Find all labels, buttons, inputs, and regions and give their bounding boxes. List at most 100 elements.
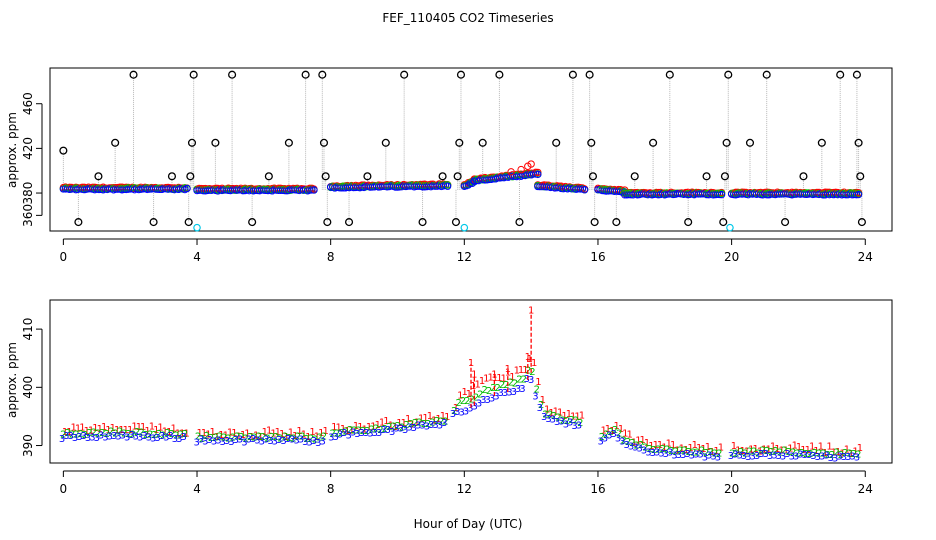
top-x-tick-label: 20 [724, 250, 739, 264]
bottom-series-3-point: 3 [806, 450, 812, 461]
bottom-series-2-point: 2 [390, 422, 396, 433]
bottom-series-1-point: 1 [670, 440, 676, 451]
bottom-series-3-point: 3 [693, 450, 699, 461]
bottom-series-2-point: 2 [529, 367, 535, 378]
bottom-series-1-point: 1 [418, 414, 424, 425]
top-red-point [527, 160, 535, 168]
bottom-series-2-point: 2 [634, 440, 640, 451]
bottom-series-1-point: 1 [735, 445, 741, 456]
bottom-series-3-point: 3 [220, 437, 226, 448]
bottom-series-3-point: 3 [841, 452, 847, 463]
bottom-series-2-point: 2 [286, 433, 292, 444]
bottom-series-1-point: 1 [609, 426, 615, 437]
bottom-series-1-point: 1 [705, 442, 711, 453]
top-baseline-point [529, 170, 538, 178]
bottom-series-3-point: 3 [493, 392, 499, 403]
top-black-point [588, 172, 598, 181]
top-black-point [111, 138, 120, 147]
bottom-series-2-point: 2 [308, 434, 314, 445]
bottom-series-3-point: 3 [415, 421, 421, 432]
bottom-series-2-point: 2 [508, 378, 514, 389]
bottom-series-3-point: 3 [641, 445, 647, 456]
bottom-series-1-point: 1 [383, 416, 389, 427]
bottom-series-3-point: 3 [280, 436, 286, 447]
bottom-series-2-point: 2 [516, 375, 522, 386]
bottom-series-2-point: 2 [312, 434, 318, 445]
top-black-point [817, 138, 826, 147]
bottom-series-3-point: 3 [471, 402, 477, 413]
bottom-series-1-point: 1 [322, 426, 328, 437]
top-black-point [363, 172, 372, 181]
top-black-point [836, 70, 845, 79]
bottom-series-3-point: 3 [558, 417, 564, 428]
bottom-series-1-point: 1 [349, 426, 355, 437]
bottom-series-1-point: 1 [453, 403, 459, 414]
bottom-series-1-point: 1 [296, 426, 302, 437]
bottom-series-1-point: 1 [483, 374, 489, 385]
bottom-series-1-point: 1 [622, 429, 628, 440]
bottom-series-3-point: 3 [293, 436, 299, 447]
bottom-series-3-point: 3 [272, 436, 278, 447]
bottom-series-2-point: 2 [542, 410, 548, 421]
bottom-series-1-point: 1 [175, 429, 181, 440]
bottom-series-3-point: 3 [758, 449, 764, 460]
bottom-series-3-point: 3 [732, 450, 738, 461]
bottom-series-2-point: 2 [347, 425, 353, 436]
bottom-series-3-point: 3 [424, 422, 430, 433]
top-black-point [344, 218, 354, 227]
bottom-series-1-point: 1 [818, 442, 824, 453]
bottom-series-2-point: 2 [616, 428, 622, 439]
top-x-tick-label: 0 [60, 250, 68, 264]
bottom-series-1-point: 1 [131, 422, 137, 433]
bottom-series-1-point: 1 [118, 425, 124, 436]
bottom-series-1-point: 1 [528, 306, 534, 317]
bottom-series-1-point: 1 [800, 445, 806, 456]
bottom-series-3-point: 3 [602, 433, 608, 444]
bottom-series-2-point: 2 [416, 418, 422, 429]
top-black-point [381, 138, 390, 147]
bottom-series-1-point: 1 [79, 423, 85, 434]
bottom-series-2-point: 2 [108, 427, 114, 438]
bottom-x-axis: 0 4 8 12 16 20 24 [60, 470, 873, 496]
bottom-series-1-point: 1 [357, 422, 363, 433]
bottom-series-1-point: 1 [631, 438, 637, 449]
bottom-series-1-point: 1 [648, 441, 654, 452]
bottom-series-1-point: 1 [744, 447, 750, 458]
top-baseline-point [310, 186, 318, 194]
bottom-series-1-point: 1 [709, 447, 715, 458]
bottom-series-2-point: 2 [273, 432, 279, 443]
bottom-series-2-point: 2 [434, 416, 440, 427]
bottom-series-3-point: 3 [198, 435, 204, 446]
top-black-point [702, 172, 711, 181]
bottom-series-2-point: 2 [534, 384, 540, 395]
bottom-series-1-point: 1 [468, 358, 474, 369]
bottom-x-tick-label: 0 [60, 482, 68, 496]
bottom-series-3-point: 3 [180, 432, 186, 443]
top-black-point [684, 218, 693, 227]
bottom-series-3-point: 3 [385, 425, 391, 436]
bottom-series-2-point: 2 [125, 429, 131, 440]
bottom-series-1-point: 1 [409, 419, 415, 430]
bottom-series-1-point: 1 [127, 425, 133, 436]
bottom-series-2-point: 2 [316, 432, 322, 443]
bottom-y-axis-label: approx. ppm [5, 342, 19, 418]
bottom-series-1-point: 1 [748, 445, 754, 456]
bottom-series-1-point: 1 [553, 406, 559, 417]
bottom-series-2-point: 2 [651, 445, 657, 456]
top-black-point [228, 70, 237, 79]
bottom-series-3-point: 3 [537, 403, 543, 414]
top-black-point [149, 218, 158, 227]
bottom-series-2-point: 2 [694, 447, 700, 458]
bottom-series-3-point: 3 [163, 432, 169, 443]
bottom-series-1-point: 1 [331, 422, 337, 433]
top-red-point [507, 168, 515, 176]
bottom-series-3-point: 3 [246, 434, 252, 445]
top-black-point [451, 218, 461, 227]
bottom-series-2-point: 2 [673, 447, 679, 458]
bottom-series-1-point: 1 [305, 432, 311, 443]
bottom-series-1-point: 1 [244, 429, 250, 440]
top-black-point [854, 138, 863, 147]
bottom-series-2-point: 2 [473, 393, 479, 404]
top-black-point [568, 70, 577, 79]
